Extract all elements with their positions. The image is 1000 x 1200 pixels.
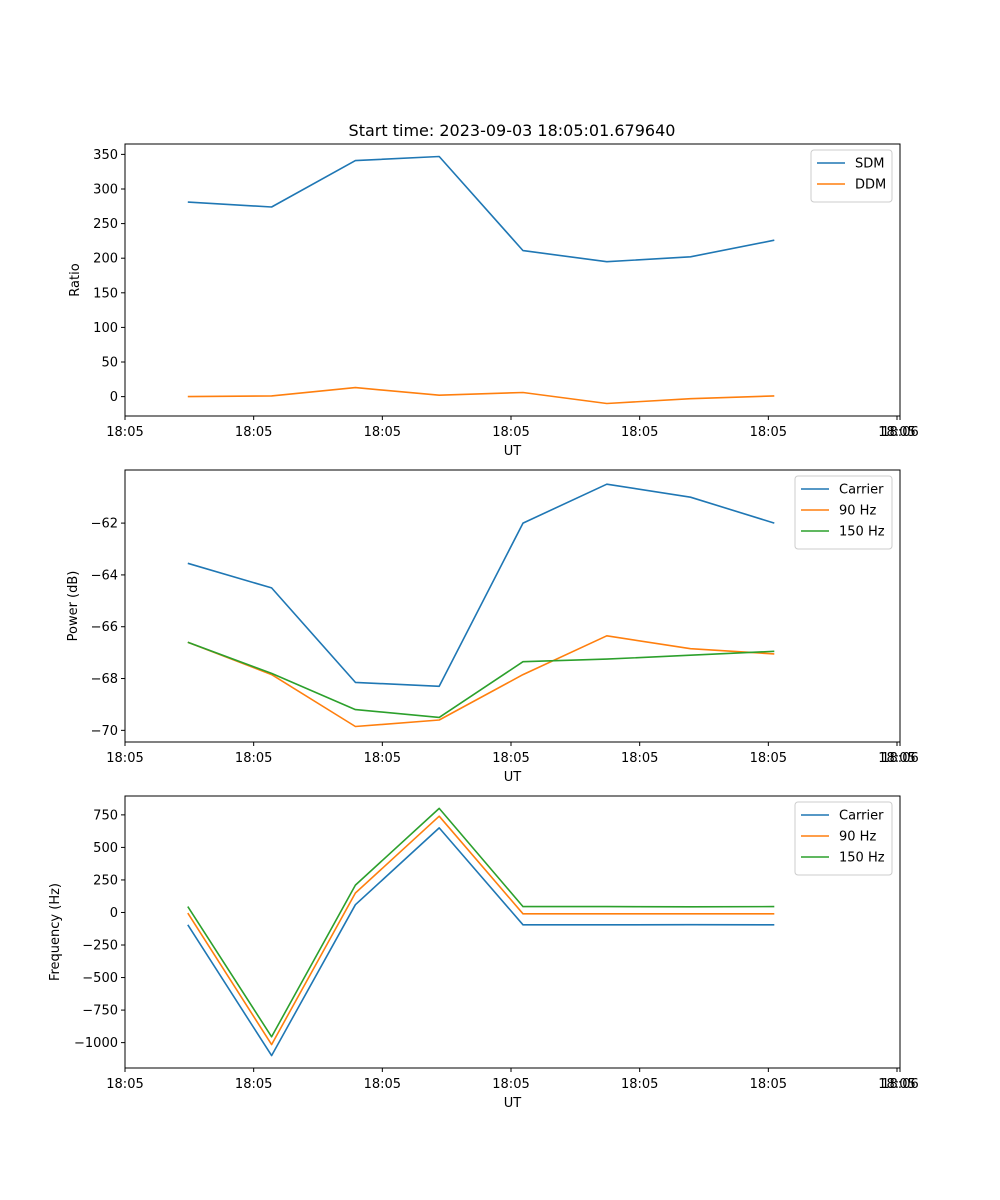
plot-frame	[124, 795, 901, 1069]
legend-label: Carrier	[839, 809, 884, 824]
y-tick-label: 100	[93, 321, 118, 336]
x-tick-label: 18:05	[106, 751, 143, 766]
y-tick-label: 350	[93, 148, 118, 163]
y-tick-label: −750	[82, 1004, 118, 1019]
y-axis-label: Power (dB)	[66, 571, 81, 642]
x-axis-label: UT	[504, 1096, 522, 1111]
series-line-ddm	[187, 386, 775, 405]
x-tick-label: 18:05	[235, 1077, 272, 1092]
series-line-90-hz	[187, 634, 775, 728]
y-tick-label: −66	[91, 620, 118, 635]
x-tick-label: 18:06	[881, 425, 918, 440]
series-line-carrier	[187, 827, 775, 1057]
x-tick-label: 18:05	[364, 1077, 401, 1092]
series-line-150-hz	[187, 641, 775, 719]
legend: SDM DDM	[810, 149, 893, 203]
series-line-90-hz	[187, 815, 775, 1046]
x-tick-label: 18:05	[621, 1077, 658, 1092]
x-tick-label: 18:05	[878, 1077, 915, 1092]
plot-frame	[124, 143, 901, 417]
x-tick-label: 18:05	[364, 751, 401, 766]
plot-frame	[124, 469, 901, 743]
y-tick-label: 50	[101, 356, 118, 371]
y-tick-label: 0	[110, 390, 118, 405]
y-tick-label: −70	[91, 724, 118, 739]
legend-label: DDM	[855, 178, 886, 193]
legend: Carrier 90 Hz 150 Hz	[794, 801, 893, 876]
y-ticks: −1000 −750 −500 −250 0 250 500 750	[74, 808, 125, 1051]
y-tick-label: 500	[93, 841, 118, 856]
y-tick-label: 150	[93, 286, 118, 301]
y-ticks: −70 −68 −66 −64 −62	[91, 517, 125, 739]
y-tick-label: −62	[91, 517, 118, 532]
x-tick-label: 18:05	[750, 425, 787, 440]
legend-label: SDM	[855, 157, 884, 172]
y-tick-label: 300	[93, 182, 118, 197]
figure-title: Start time: 2023-09-03 18:05:01.679640	[349, 121, 676, 140]
y-tick-label: 250	[93, 873, 118, 888]
x-tick-label: 18:05	[106, 1077, 143, 1092]
x-tick-label: 18:05	[492, 425, 529, 440]
x-tick-label: 18:05	[235, 751, 272, 766]
x-tick-label: 18:05	[750, 1077, 787, 1092]
x-tick-label: 18:05	[878, 751, 915, 766]
y-axis-label: Ratio	[68, 263, 83, 296]
chart-panel-2: −70 −68 −66 −64 −62 18:05 18:05 18:05 18:05 18:05…	[66, 469, 919, 785]
y-tick-label: 200	[93, 252, 118, 267]
x-tick-label: 18:05	[364, 425, 401, 440]
legend: Carrier 90 Hz 150 Hz	[794, 475, 893, 550]
x-tick-label: 18:05	[750, 751, 787, 766]
x-tick-label: 18:05	[235, 425, 272, 440]
x-tick-label: 18:05	[492, 1077, 529, 1092]
x-tick-label: 18:05	[492, 751, 529, 766]
x-tick-label: 18:06	[881, 1077, 918, 1092]
legend-label: 90 Hz	[839, 830, 876, 845]
y-tick-label: −1000	[74, 1036, 118, 1051]
x-tick-label: 18:05	[106, 425, 143, 440]
y-tick-label: 750	[93, 808, 118, 823]
y-tick-label: −500	[82, 971, 118, 986]
legend-label: Carrier	[839, 483, 884, 498]
x-tick-label: 18:05	[621, 425, 658, 440]
y-tick-label: −250	[82, 939, 118, 954]
series-line-sdm	[187, 155, 775, 263]
y-axis-label: Frequency (Hz)	[48, 883, 63, 981]
y-tick-label: 0	[110, 906, 118, 921]
series-line-carrier	[187, 483, 775, 688]
legend-label: 150 Hz	[839, 525, 885, 540]
legend-label: 90 Hz	[839, 504, 876, 519]
x-axis-label: UT	[504, 770, 522, 785]
x-axis-label: UT	[504, 444, 522, 459]
series-line-150-hz	[187, 807, 775, 1038]
y-ticks: 0 50 100 150 200 250 300 350	[93, 148, 125, 405]
y-tick-label: −64	[91, 568, 118, 583]
legend-label: 150 Hz	[839, 851, 885, 866]
y-tick-label: −68	[91, 672, 118, 687]
x-tick-label: 18:06	[881, 751, 918, 766]
x-tick-label: 18:05	[878, 425, 915, 440]
y-tick-label: 250	[93, 217, 118, 232]
x-tick-label: 18:05	[621, 751, 658, 766]
